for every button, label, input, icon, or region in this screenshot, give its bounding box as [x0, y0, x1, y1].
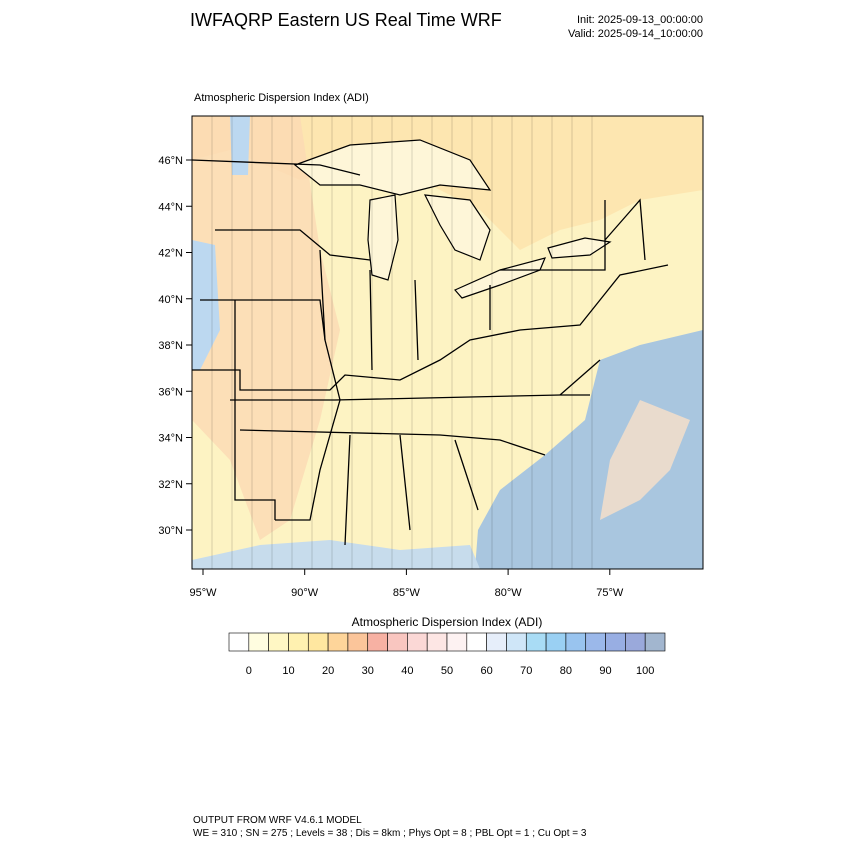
- colorbar-box: [486, 632, 507, 652]
- lat-label: 46°N: [158, 155, 183, 167]
- colorbar-label: 20: [322, 665, 334, 677]
- gulf-of-mexico: [192, 540, 480, 569]
- init-time: Init: 2025-09-13_00:00:00: [577, 14, 703, 26]
- lat-label: 44°N: [158, 201, 183, 213]
- colorbar-box: [625, 632, 646, 652]
- lon-label: 80°W: [495, 587, 523, 599]
- lon-label: 85°W: [393, 587, 421, 599]
- colorbar-box: [248, 632, 269, 652]
- colorbar-box: [446, 632, 468, 652]
- lat-label: 30°N: [158, 525, 183, 537]
- lake-ontario: [547, 237, 612, 259]
- colorbar-box: [466, 632, 487, 652]
- colorbar-label: 0: [246, 665, 252, 677]
- colorbar-box: [228, 632, 250, 652]
- title: IWFAQRP Eastern US Real Time WRF: [190, 10, 502, 30]
- colorbar-box: [565, 632, 587, 652]
- cool-region-west: [192, 240, 220, 370]
- lat-label: 40°N: [158, 294, 183, 306]
- colorbar-box: [367, 632, 388, 652]
- warm-region: [192, 116, 340, 540]
- colorbar-box: [327, 632, 349, 652]
- colorbar-box: [545, 632, 567, 652]
- footer-line: OUTPUT FROM WRF V4.6.1 MODEL: [193, 815, 362, 826]
- colorbar-box: [426, 632, 448, 652]
- lake-superior: [293, 139, 492, 196]
- lat-label: 34°N: [158, 433, 183, 445]
- colorbar-label: 80: [560, 665, 572, 677]
- cool-region-north: [230, 116, 250, 175]
- colorbar: 0 10 20 30 40 50 60 70 80 90 100: [228, 632, 666, 677]
- colorbar-box: [605, 632, 626, 652]
- lon-label: 75°W: [596, 587, 624, 599]
- colorbar-box: [387, 632, 408, 652]
- lake-huron: [423, 194, 491, 261]
- footer-line: WE = 310 ; SN = 275 ; Levels = 38 ; Dis …: [193, 828, 587, 839]
- colorbar-title: Atmospheric Dispersion Index (ADI): [352, 615, 543, 629]
- lon-label: 95°W: [189, 587, 217, 599]
- map-subtitle: Atmospheric Dispersion Index (ADI): [194, 92, 369, 104]
- colorbar-box: [585, 632, 606, 652]
- colorbar-box: [268, 632, 289, 652]
- colorbar-box: [506, 632, 527, 652]
- colorbar-box: [307, 632, 329, 652]
- colorbar-label: 100: [636, 665, 654, 677]
- county-lines: [192, 116, 593, 569]
- ocean-warm-patch: [600, 400, 690, 520]
- lake-michigan: [367, 194, 399, 281]
- colorbar-label: 10: [282, 665, 294, 677]
- lat-label: 32°N: [158, 479, 183, 491]
- colorbar-label: 30: [362, 665, 374, 677]
- map: 46°N 44°N 42°N 40°N 38°N 36°N 34°N 32°N 30°N 95°…: [158, 115, 704, 599]
- colorbar-box: [347, 632, 369, 652]
- lat-label: 38°N: [158, 340, 183, 352]
- valid-time: Valid: 2025-09-14_10:00:00: [568, 28, 703, 40]
- lat-label: 42°N: [158, 248, 183, 260]
- colorbar-label: 90: [599, 665, 611, 677]
- lat-label: 36°N: [158, 386, 183, 398]
- state-borders: [192, 159, 669, 546]
- colorbar-label: 70: [520, 665, 532, 677]
- map-frame: [191, 115, 704, 570]
- colorbar-box: [644, 632, 666, 652]
- lon-label: 90°W: [291, 587, 319, 599]
- colorbar-box: [525, 632, 547, 652]
- colorbar-box: [288, 632, 309, 652]
- colorbar-label: 60: [481, 665, 493, 677]
- colorbar-label: 50: [441, 665, 453, 677]
- colorbar-label: 40: [401, 665, 413, 677]
- colorbar-box: [407, 632, 428, 652]
